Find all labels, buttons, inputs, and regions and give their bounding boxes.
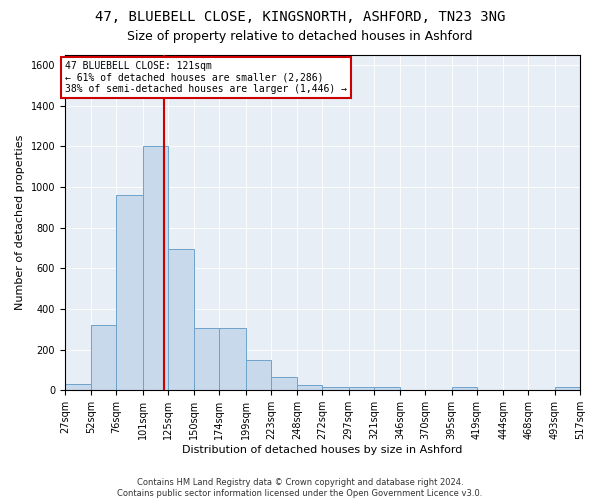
Text: Contains HM Land Registry data © Crown copyright and database right 2024.
Contai: Contains HM Land Registry data © Crown c… [118,478,482,498]
Text: Size of property relative to detached houses in Ashford: Size of property relative to detached ho… [127,30,473,43]
Y-axis label: Number of detached properties: Number of detached properties [15,135,25,310]
Bar [116,195,143,390]
Bar [143,146,168,390]
Text: 47, BLUEBELL CLOSE, KINGSNORTH, ASHFORD, TN23 3NG: 47, BLUEBELL CLOSE, KINGSNORTH, ASHFORD,… [95,10,505,24]
Bar [349,387,374,390]
Bar [297,385,322,390]
Bar [65,384,91,390]
Text: 47 BLUEBELL CLOSE: 121sqm
← 61% of detached houses are smaller (2,286)
38% of se: 47 BLUEBELL CLOSE: 121sqm ← 61% of detac… [65,61,347,94]
Bar [220,328,246,390]
Bar [374,387,400,390]
Bar [246,360,271,390]
Bar [555,387,580,390]
Bar [194,328,220,390]
Bar [322,387,349,390]
Bar [91,325,116,390]
Bar [452,387,477,390]
Bar [271,377,297,390]
Bar [168,249,194,390]
X-axis label: Distribution of detached houses by size in Ashford: Distribution of detached houses by size … [182,445,463,455]
